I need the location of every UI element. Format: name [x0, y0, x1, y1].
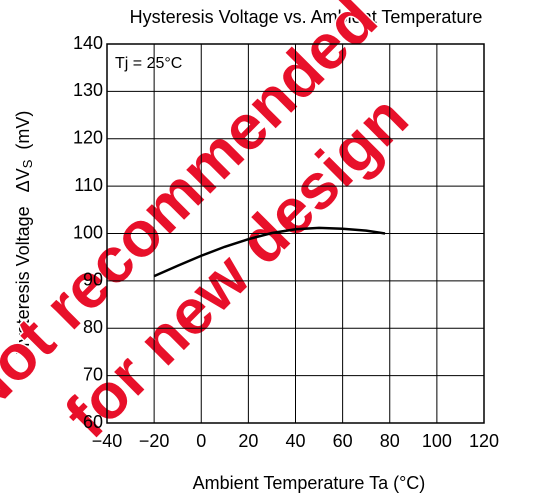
- y-tick-label: 70: [83, 364, 103, 384]
- x-axis-label: Ambient Temperature Ta (°C): [193, 473, 426, 493]
- x-tick-label: 60: [333, 431, 353, 451]
- y-symbol-sub: S: [20, 159, 35, 168]
- chart: Hysteresis Voltage vs. Ambient Temperatu…: [0, 0, 542, 504]
- annotation: Tj = 25°C: [115, 55, 182, 72]
- y-tick-label: 120: [73, 128, 103, 148]
- x-tick-label: −20: [139, 431, 170, 451]
- y-symbol: ΔV: [13, 168, 33, 192]
- x-tick-label: 0: [196, 431, 206, 451]
- y-unit: (mV): [13, 111, 33, 150]
- x-tick-label: 40: [285, 431, 305, 451]
- x-tick-label: 120: [469, 431, 499, 451]
- y-tick-label: 90: [83, 270, 103, 290]
- y-tick-label: 80: [83, 317, 103, 337]
- y-tick-label: 110: [74, 175, 103, 195]
- x-tick-label: 20: [238, 431, 258, 451]
- y-tick-label: 130: [73, 80, 103, 100]
- y-tick-label: 100: [73, 222, 103, 242]
- y-tick-label: 140: [73, 33, 103, 53]
- x-tick-label: −40: [92, 431, 123, 451]
- y-tick-label: 60: [83, 412, 103, 432]
- x-tick-label: 80: [380, 431, 400, 451]
- x-tick-label: 100: [422, 431, 452, 451]
